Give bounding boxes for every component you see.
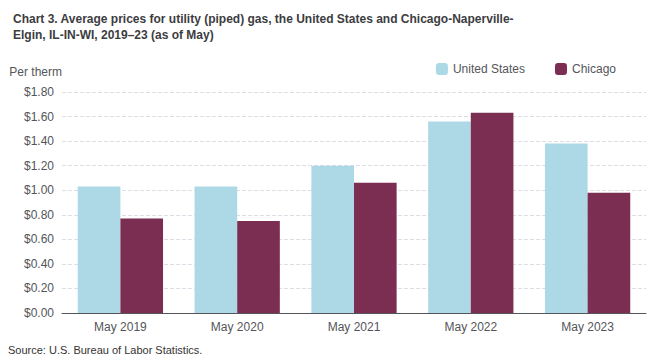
svg-text:$1.00: $1.00 [24,183,54,197]
svg-text:May 2023: May 2023 [561,320,614,334]
svg-text:$1.60: $1.60 [24,110,54,124]
svg-text:$0.40: $0.40 [24,257,54,271]
svg-text:$1.80: $1.80 [24,85,54,99]
svg-text:$0.20: $0.20 [24,281,54,295]
svg-text:Chicago: Chicago [572,62,616,76]
svg-text:$0.80: $0.80 [24,208,54,222]
svg-text:Source: U.S. Bureau of Labor S: Source: U.S. Bureau of Labor Statistics. [8,344,202,356]
svg-text:May 2020: May 2020 [211,320,264,334]
svg-text:$1.20: $1.20 [24,159,54,173]
svg-text:$0.00: $0.00 [24,306,54,320]
svg-text:May 2021: May 2021 [328,320,381,334]
svg-text:May 2019: May 2019 [94,320,147,334]
svg-text:Per therm: Per therm [9,65,62,79]
svg-text:$1.40: $1.40 [24,134,54,148]
svg-text:Elgin, IL-IN-WI, 2019–23 (as o: Elgin, IL-IN-WI, 2019–23 (as of May) [13,28,214,42]
svg-text:United States: United States [453,62,525,76]
svg-text:$0.60: $0.60 [24,232,54,246]
svg-text:Chart 3. Average prices for ut: Chart 3. Average prices for utility (pip… [13,12,514,26]
svg-text:May 2022: May 2022 [444,320,497,334]
